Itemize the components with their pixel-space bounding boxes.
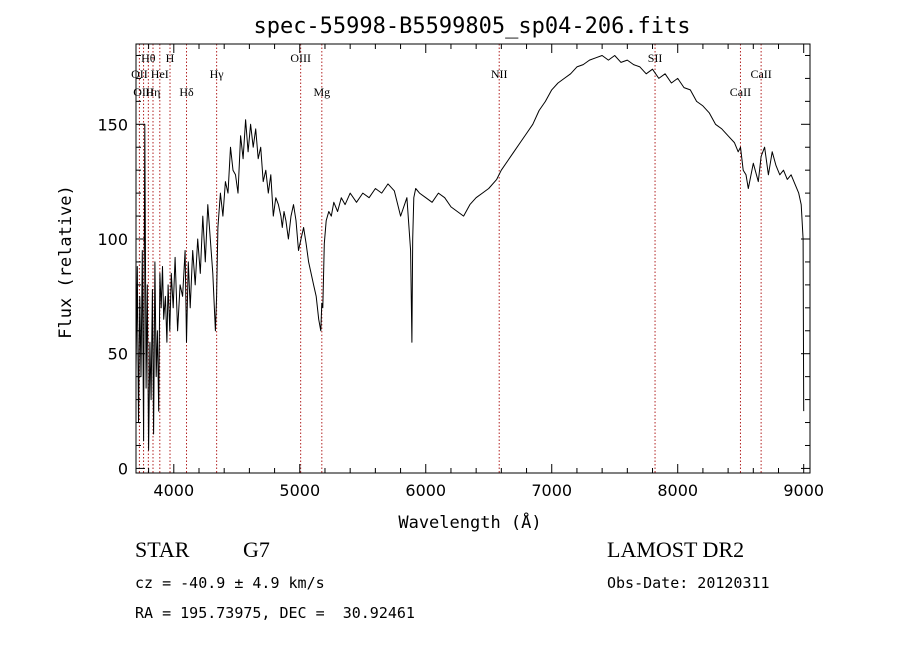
x-axis-label: Wavelength (Å) xyxy=(398,511,541,533)
line-annotation: H xyxy=(166,51,175,65)
object-subclass: G7 xyxy=(243,537,270,562)
line-annotation: CaII xyxy=(730,85,751,99)
x-tick-label: 9000 xyxy=(783,481,824,500)
chart-title: spec-55998-B5599805_sp04-206.fits xyxy=(253,14,690,39)
spectrum-line xyxy=(135,55,805,451)
y-tick-label: 150 xyxy=(97,115,128,134)
line-markers xyxy=(138,44,762,473)
line-annotation: OIII xyxy=(290,51,311,65)
line-annotation: Hγ xyxy=(210,67,225,81)
line-annotation: Hδ xyxy=(179,85,194,99)
line-annotation: CaII xyxy=(750,67,771,81)
y-tick-label: 50 xyxy=(108,345,128,364)
x-tick-label: 7000 xyxy=(531,481,572,500)
line-annotation: Hη xyxy=(146,85,161,99)
y-tick-label: 0 xyxy=(118,459,128,478)
series-layer xyxy=(135,55,805,451)
redshift-readout: cz = -40.9 ± 4.9 km/s xyxy=(135,574,325,592)
line-annotation: OII xyxy=(131,67,148,81)
x-tick-label: 8000 xyxy=(657,481,698,500)
object-class: STAR xyxy=(135,537,190,562)
line-annotation: Hθ xyxy=(141,51,156,65)
x-tick-label: 6000 xyxy=(405,481,446,500)
line-annotation: Mg xyxy=(313,85,330,99)
coordinates: RA = 195.73975, DEC = 30.92461 xyxy=(135,604,415,622)
x-tick-label: 5000 xyxy=(279,481,320,500)
x-tick-label: 4000 xyxy=(153,481,194,500)
survey-name: LAMOST DR2 xyxy=(607,537,745,562)
y-axis-label: Flux (relative) xyxy=(56,185,76,339)
line-annotation: NII xyxy=(491,67,508,81)
obs-date: Obs-Date: 20120311 xyxy=(607,574,770,592)
plot-frame xyxy=(135,43,811,474)
line-annotation: HeI xyxy=(151,67,169,81)
line-annotation: SII xyxy=(648,51,663,65)
axis-ticks: 4000 5000 6000 7000 8000 9000 0 50 100 150 xyxy=(97,44,824,500)
line-annotation: OIII xyxy=(133,85,154,99)
y-tick-label: 100 xyxy=(97,230,128,249)
